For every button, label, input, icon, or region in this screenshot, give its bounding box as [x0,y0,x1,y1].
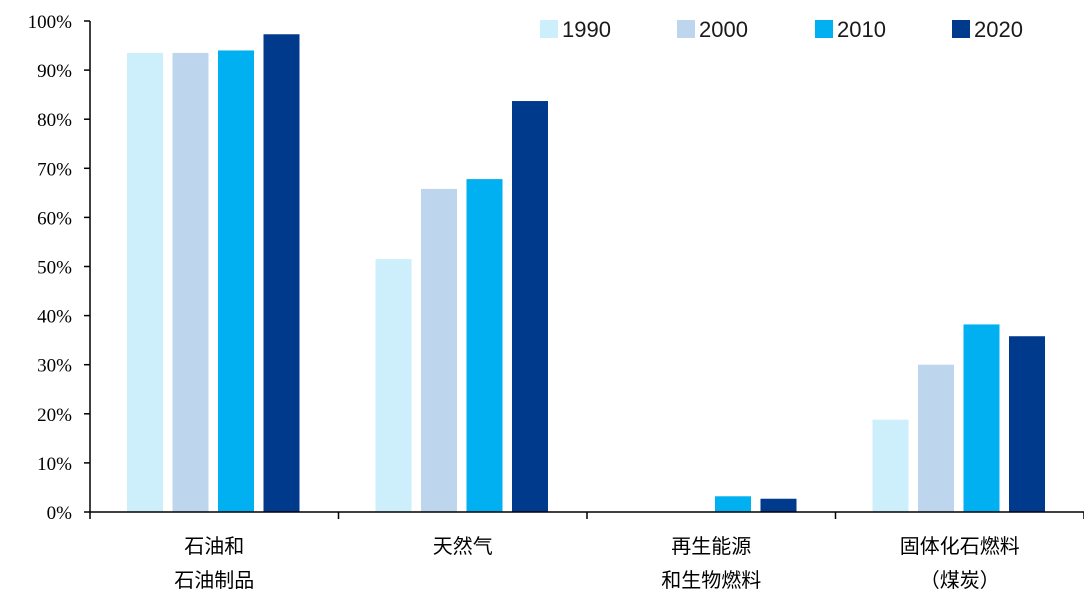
legend-label-2010: 2010 [837,17,886,42]
legend-swatch-2010 [815,20,833,38]
bars-group [127,34,1045,513]
y-tick-label: 40% [37,307,72,328]
y-tick-label: 50% [37,258,72,279]
x-category-label: 石油制品 [174,568,254,592]
bar-2020-cat-1 [512,101,548,513]
bar-2010-cat-0 [218,50,254,513]
x-category-label: 石油和 [184,534,244,558]
bar-1990-cat-1 [375,259,412,512]
y-tick-label: 70% [37,159,72,180]
bar-1990-cat-0 [127,52,163,512]
bar-1990-cat-3 [872,419,909,512]
bar-2010-cat-1 [466,179,503,513]
y-tick-label: 60% [37,208,72,229]
y-tick-label: 100% [28,12,73,33]
legend-swatch-1990 [540,20,558,38]
x-category-label: （煤炭） [920,568,1000,592]
bar-2000-cat-3 [918,364,954,512]
bar-2020-cat-0 [263,34,300,513]
bar-2020-cat-3 [1009,336,1045,512]
y-tick-label: 0% [47,503,73,524]
x-category-label: 固体化石燃料 [900,534,1020,558]
legend-swatch-2020 [952,20,970,38]
legend-label-2000: 2000 [699,17,748,42]
legend-label-1990: 1990 [562,17,611,42]
legend: 1990 2000 2010 2020 [540,17,1023,42]
y-tick-label: 80% [37,110,72,131]
x-category-label: 和生物燃料 [661,568,761,592]
legend-swatch-2000 [677,20,695,38]
x-category-label: 天然气 [433,534,493,558]
y-tick-label: 20% [37,405,72,426]
y-tick-label: 30% [37,356,72,377]
bar-2010-cat-2 [715,496,751,512]
axes-group: 0% 10% 20% 30% 40% 50% 60% 70% 80% 90% 100% 石油和石油制品… [28,12,1084,592]
y-tick-label: 90% [37,61,72,82]
bar-2000-cat-0 [172,52,209,512]
legend-label-2020: 2020 [974,17,1023,42]
y-tick-label: 10% [37,454,72,475]
bar-2010-cat-3 [963,324,1000,512]
bar-2020-cat-2 [760,498,797,512]
bar-2000-cat-1 [421,188,457,512]
x-category-label: 再生能源 [671,534,751,558]
